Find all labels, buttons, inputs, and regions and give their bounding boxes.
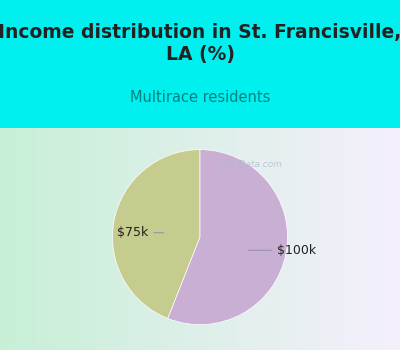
Text: Multirace residents: Multirace residents — [130, 90, 270, 105]
Text: City-Data.com: City-Data.com — [218, 160, 282, 169]
Text: Income distribution in St. Francisville,
LA (%): Income distribution in St. Francisville,… — [0, 23, 400, 64]
Text: $75k: $75k — [117, 226, 164, 239]
Text: $100k: $100k — [248, 244, 316, 257]
Wedge shape — [168, 150, 288, 324]
Wedge shape — [112, 150, 200, 318]
